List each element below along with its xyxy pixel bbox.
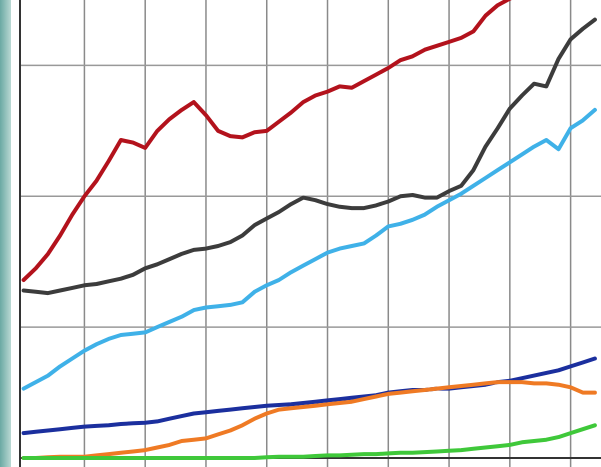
series-line — [21, 107, 597, 391]
series-line — [21, 423, 597, 460]
series-line — [21, 17, 597, 296]
window-edge — [0, 0, 11, 467]
grid — [20, 0, 601, 467]
series-line — [21, 380, 597, 460]
plot-area — [21, 0, 597, 460]
series-line — [21, 0, 512, 282]
